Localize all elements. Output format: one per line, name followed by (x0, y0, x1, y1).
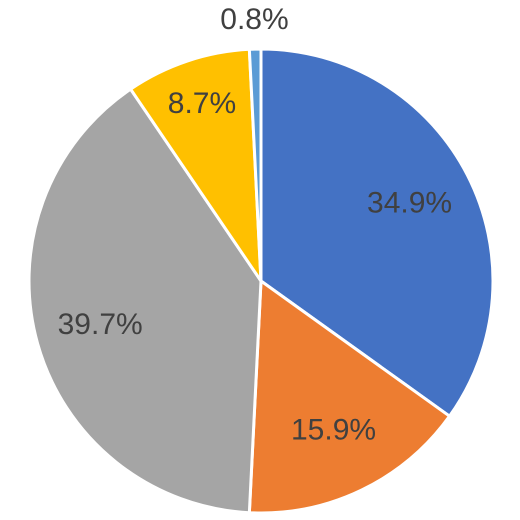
data-label-2: 15.9% (291, 413, 376, 446)
data-label-3: 39.7% (58, 308, 143, 341)
pie-slice-3 (27, 87, 263, 515)
pie-data-labels: 34.9% 15.9% 39.7% 8.7% 0.8% (58, 3, 453, 446)
pie-slices (27, 47, 495, 515)
pie-slice-4 (129, 47, 263, 283)
pie-slice-5 (247, 47, 263, 283)
pie-slice-1 (259, 47, 495, 418)
data-label-5: 0.8% (220, 3, 288, 36)
data-label-1: 34.9% (367, 187, 452, 220)
data-label-4: 8.7% (168, 87, 236, 120)
pie-slice-2 (247, 279, 452, 515)
